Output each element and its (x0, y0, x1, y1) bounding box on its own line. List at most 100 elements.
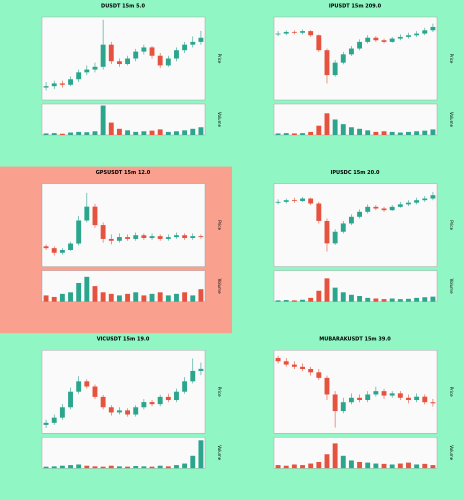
candle-body (332, 62, 338, 76)
volume-bar (422, 130, 428, 135)
volume-bar (300, 299, 305, 302)
candle-body (275, 357, 281, 362)
candle-body (300, 366, 305, 370)
candle-body (300, 198, 305, 202)
volume-bar (316, 290, 322, 302)
candle-body (190, 370, 196, 382)
volume-bar (125, 130, 131, 135)
volume-bar (51, 466, 57, 469)
chart-title: GPSUSDT 15m 12.0 (96, 170, 151, 176)
chart-panel: DUSDT 15m 5.0 Price Volume (41, 4, 222, 136)
candle-body (348, 48, 354, 55)
volume-bar (149, 130, 155, 135)
y-axis-label: Price (449, 220, 454, 230)
candle-body (51, 83, 57, 87)
volume-bar (59, 293, 65, 302)
volume-bar (165, 466, 171, 469)
volume-bar (43, 295, 49, 302)
candle-body (165, 396, 171, 400)
candle-body (84, 206, 90, 221)
volume-bar (357, 128, 363, 135)
volume-bar (92, 131, 98, 135)
volume-bar (340, 455, 346, 469)
volume-bar (291, 300, 297, 302)
volume-bar (283, 300, 289, 302)
volume-bar (43, 133, 49, 135)
volume-plot (273, 103, 438, 136)
volume-bar (348, 460, 354, 469)
candle-body (157, 55, 163, 66)
chart-title: DUSDT 15m 5.0 (101, 4, 145, 10)
candle-body (414, 33, 420, 36)
y-axis-label: Price (217, 54, 222, 64)
candle-body (291, 200, 297, 202)
candle-body (275, 201, 281, 203)
volume-bar (373, 463, 379, 469)
candle-body (190, 236, 196, 239)
candle-body (174, 391, 179, 400)
volume-bar (190, 128, 196, 135)
volume-bar (340, 124, 346, 135)
volume-bar (157, 292, 163, 302)
volume-bar (340, 292, 346, 302)
volume-bar (92, 286, 98, 302)
candle-body (308, 31, 314, 36)
volume-bar (116, 466, 122, 469)
candle-body (324, 220, 330, 244)
volume-bar (174, 131, 179, 135)
candle-body (414, 200, 420, 203)
candle-body (300, 31, 305, 33)
candle-body (116, 61, 122, 65)
candle-body (174, 50, 179, 59)
volume-bar (157, 129, 163, 135)
volume-bar (406, 298, 411, 302)
volume-bar (275, 465, 281, 469)
volume-bar (84, 465, 90, 469)
volume-bar (324, 113, 330, 135)
candle-body (275, 33, 281, 35)
price-plot (41, 350, 206, 434)
candle-body (100, 396, 106, 408)
volume-bar (430, 296, 436, 302)
volume-bar (308, 131, 314, 135)
volume-bar (316, 462, 322, 469)
volume-bar (182, 292, 188, 302)
chart-panel: MUBARAKUSDT 15m 39.0 Price Volume (273, 337, 454, 469)
volume-bar (59, 133, 65, 135)
candle-body (397, 36, 403, 39)
chart-panel: IPUSDT 15m 209.0 Price Volume (273, 4, 454, 136)
volume-bar (422, 463, 428, 469)
volume-bar (68, 465, 73, 469)
candle-body (430, 402, 436, 404)
candle-body (332, 231, 338, 244)
volume-bar (348, 294, 354, 302)
volume-bar (275, 133, 281, 135)
candle-body (324, 50, 330, 76)
volume-bar (51, 133, 57, 135)
volume-bar (100, 292, 106, 302)
candle-body (68, 79, 73, 85)
chart-panel: GPSUSDT 15m 12.0 Price Volume (0, 166, 232, 334)
volume-plot (41, 103, 206, 136)
volume-plot (41, 270, 206, 302)
candle-body (198, 37, 204, 42)
candle-body (430, 195, 436, 199)
candle-body (291, 364, 297, 367)
volume-bar (275, 300, 281, 302)
candle-body (406, 35, 411, 37)
volume-bar (76, 131, 82, 135)
candle-body (165, 237, 171, 239)
y2-axis-label: Volume (449, 279, 454, 294)
volume-bar (332, 443, 338, 469)
volume-bar (100, 105, 106, 135)
volume-bar (324, 454, 330, 469)
candle-body (59, 83, 65, 85)
volume-bar (59, 465, 65, 469)
volume-bar (389, 131, 395, 135)
candle-body (108, 238, 114, 241)
candle-body (332, 394, 338, 412)
volume-bar (84, 276, 90, 302)
chart-panel: IPUSDC 15m 20.0 Price Volume (273, 170, 454, 302)
volume-bar (108, 122, 114, 135)
